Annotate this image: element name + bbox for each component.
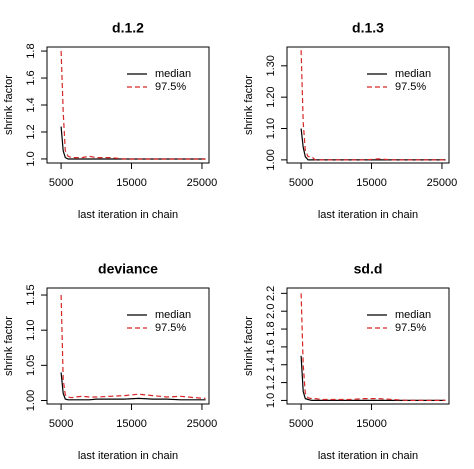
y-tick-label: 1.4	[25, 97, 37, 112]
legend-label: median	[155, 309, 191, 321]
plot-box	[46, 46, 210, 164]
x-axis-label: last iteration in chain	[78, 450, 178, 462]
y-axis-label: shrink factor	[243, 75, 255, 135]
y-tick-label: 1.10	[265, 118, 277, 139]
panel-title: deviance	[98, 261, 158, 277]
panel-title: d.1.2	[112, 20, 144, 36]
y-tick-label: 1.8	[265, 321, 277, 336]
x-tick-label: 5000	[49, 418, 73, 430]
y-tick-label: 1.4	[265, 357, 277, 372]
y-tick-label: 1.2	[25, 124, 37, 139]
panel-title: sd.d	[354, 261, 383, 277]
series-line	[300, 50, 446, 161]
y-tick-label: 1.0	[25, 151, 37, 166]
series-line	[60, 294, 206, 399]
legend-label: 97.5%	[395, 322, 426, 334]
x-tick-label: 5000	[49, 177, 73, 189]
y-tick-label: 2.2	[265, 286, 277, 301]
y-tick-label: 1.6	[265, 339, 277, 354]
y-axis-label: shrink factor	[243, 316, 255, 376]
x-tick-label: 25000	[187, 418, 218, 430]
y-tick-label: 1.20	[265, 86, 277, 107]
y-tick-label: 1.30	[265, 55, 277, 76]
x-tick-label: 15000	[116, 177, 147, 189]
legend-label: 97.5%	[155, 322, 186, 334]
legend-label: median	[395, 68, 431, 80]
plot-box	[286, 287, 450, 405]
y-tick-label: 1.00	[265, 149, 277, 170]
x-axis-label: last iteration in chain	[318, 450, 418, 462]
y-tick-label: 1.6	[25, 70, 37, 85]
y-tick-label: 1.8	[25, 43, 37, 58]
y-tick-label: 1.00	[25, 390, 37, 411]
legend-label: median	[155, 68, 191, 80]
legend-label: median	[395, 309, 431, 321]
y-tick-label: 1.15	[25, 284, 37, 305]
x-tick-label: 25000	[427, 177, 458, 189]
legend-label: 97.5%	[155, 81, 186, 93]
plot-box	[286, 46, 450, 164]
x-tick-label: 15000	[356, 418, 387, 430]
series-line	[300, 293, 446, 401]
x-tick-label: 15000	[116, 418, 147, 430]
series-line	[300, 128, 446, 161]
y-tick-label: 1.2	[265, 375, 277, 390]
series-line	[60, 126, 206, 160]
x-axis-label: last iteration in chain	[318, 209, 418, 221]
y-tick-label: 1.0	[265, 393, 277, 408]
y-axis-label: shrink factor	[3, 75, 15, 135]
y-tick-label: 1.05	[25, 355, 37, 376]
x-axis-label: last iteration in chain	[78, 209, 178, 221]
plot-box	[46, 287, 210, 405]
x-tick-label: 25000	[187, 177, 218, 189]
series-line	[300, 355, 446, 401]
y-tick-label: 1.10	[25, 319, 37, 340]
x-tick-label: 15000	[356, 177, 387, 189]
series-line	[60, 372, 206, 401]
y-axis-label: shrink factor	[3, 316, 15, 376]
legend-label: 97.5%	[395, 81, 426, 93]
x-tick-label: 5000	[289, 418, 313, 430]
y-tick-label: 2.0	[265, 304, 277, 319]
panel-title: d.1.3	[352, 20, 384, 36]
series-line	[60, 50, 206, 160]
x-tick-label: 5000	[289, 177, 313, 189]
